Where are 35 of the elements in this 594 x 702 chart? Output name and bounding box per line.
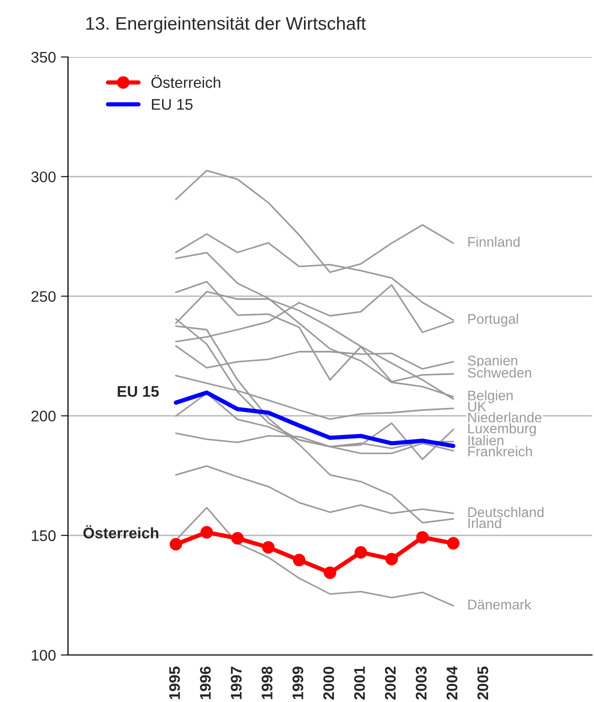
series-label: Irland [468, 518, 502, 528]
x-tick-label: 1995 [169, 666, 180, 700]
series-label: Spanien [468, 355, 518, 368]
legend-label: EU 15 [152, 99, 193, 110]
y-tick-label: 100 [32, 650, 56, 661]
x-tick-label: 2005 [477, 666, 488, 700]
x-tick-label: 1997 [230, 666, 242, 700]
y-tick-label: 350 [31, 52, 56, 63]
x-tick-label: 2000 [323, 666, 334, 700]
series-label: Luxemburg [468, 423, 536, 436]
annotation: Österreich [83, 525, 158, 538]
series-label: Finnland [468, 236, 520, 247]
series-label: Belgien [468, 390, 513, 404]
series-label: Frankreich [468, 446, 532, 456]
chart-title: 13. Energieintensität der Wirtschaft [86, 16, 366, 34]
x-tick-label: 1996 [200, 666, 211, 700]
series-label: Deutschland [468, 506, 544, 518]
y-tick-label: 300 [31, 171, 56, 182]
legend-label: Österreich [151, 75, 220, 88]
series-label: Schweden [468, 367, 532, 378]
series-label: Niederlande [468, 412, 542, 422]
x-tick-label: 1999 [292, 666, 304, 700]
y-tick-label: 250 [31, 291, 56, 302]
series-label: Dänemark [468, 599, 532, 610]
x-tick-label: 2004 [446, 666, 458, 700]
y-tick-label: 150 [32, 530, 56, 542]
x-tick-label: 2003 [416, 666, 427, 700]
series-label: Italien [468, 435, 504, 446]
x-tick-label: 1998 [262, 666, 272, 700]
y-tick-label: 200 [31, 410, 56, 422]
x-tick-label: 2002 [384, 666, 396, 700]
series-label: UK [468, 402, 486, 412]
annotation: EU 15 [118, 386, 159, 397]
series-label: Portugal [468, 314, 518, 327]
x-tick-label: 2001 [354, 666, 365, 700]
